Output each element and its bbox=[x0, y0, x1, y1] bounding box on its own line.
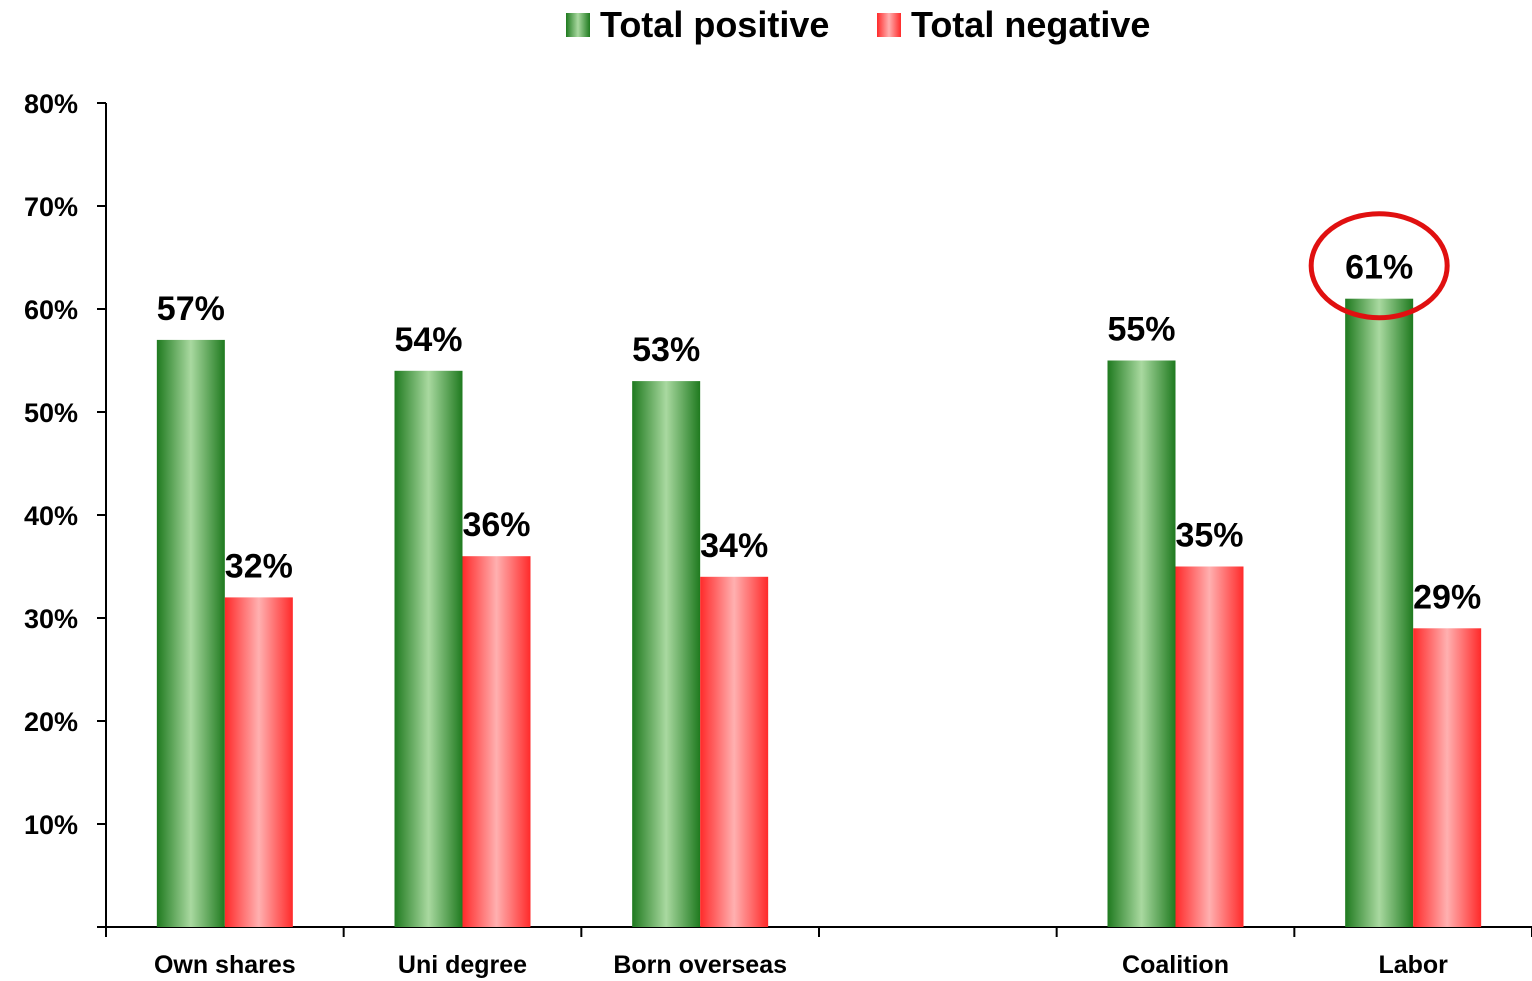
highlight bbox=[1308, 211, 1450, 321]
highlight-circle bbox=[1308, 211, 1450, 321]
bar-total-negative bbox=[462, 556, 531, 927]
bar-total-positive bbox=[156, 339, 225, 927]
data-label-negative: 29% bbox=[1413, 578, 1481, 616]
bar-total-negative bbox=[700, 576, 769, 927]
legend-label-positive: Total positive bbox=[600, 4, 829, 45]
bar-total-negative bbox=[1175, 566, 1244, 927]
y-tick-label: 10% bbox=[24, 810, 78, 840]
x-axis: Own shares Uni degree Born overseas Coaliti… bbox=[105, 926, 1532, 979]
y-tick-label: 60% bbox=[24, 295, 78, 325]
legend-label-negative: Total negative bbox=[911, 4, 1150, 45]
x-category-label: Born overseas bbox=[613, 951, 787, 979]
bar-total-positive bbox=[394, 370, 463, 927]
x-category-label: Uni degree bbox=[398, 951, 527, 979]
bar-total-negative bbox=[224, 597, 293, 927]
bar-total-negative bbox=[1413, 628, 1482, 927]
y-axis: 10% 20% 30% 40% 50% 60% 70% 80% bbox=[24, 89, 107, 928]
legend-swatch-negative bbox=[877, 13, 901, 37]
data-label-negative: 32% bbox=[225, 547, 293, 585]
data-label-positive: 61% bbox=[1345, 249, 1413, 287]
y-tick-label: 30% bbox=[24, 604, 78, 634]
x-category-label: Own shares bbox=[154, 951, 296, 979]
legend: Total positive Total negative bbox=[566, 4, 1150, 45]
data-label-negative: 36% bbox=[462, 506, 530, 544]
x-category-label: Labor bbox=[1378, 951, 1448, 979]
y-tick-label: 40% bbox=[24, 501, 78, 531]
data-label-positive: 54% bbox=[394, 321, 462, 359]
data-label-positive: 55% bbox=[1107, 311, 1175, 349]
bar-total-positive bbox=[1107, 360, 1176, 927]
data-label-negative: 34% bbox=[700, 527, 768, 565]
y-tick-label: 20% bbox=[24, 707, 78, 737]
y-tick-label: 50% bbox=[24, 398, 78, 428]
data-label-negative: 35% bbox=[1175, 517, 1243, 555]
bars bbox=[156, 298, 1482, 928]
x-category-label: Coalition bbox=[1122, 951, 1229, 979]
data-labels: 57% 32% 54% 36% 53% 34% 55% 35% 61% 29% bbox=[157, 249, 1481, 617]
y-tick-label: 70% bbox=[24, 192, 78, 222]
data-label-positive: 57% bbox=[157, 290, 225, 328]
y-tick-label: 80% bbox=[24, 89, 78, 119]
legend-swatch-positive bbox=[566, 13, 590, 37]
bar-total-positive bbox=[632, 381, 701, 928]
data-label-positive: 53% bbox=[632, 331, 700, 369]
bar-total-positive bbox=[1345, 298, 1414, 927]
